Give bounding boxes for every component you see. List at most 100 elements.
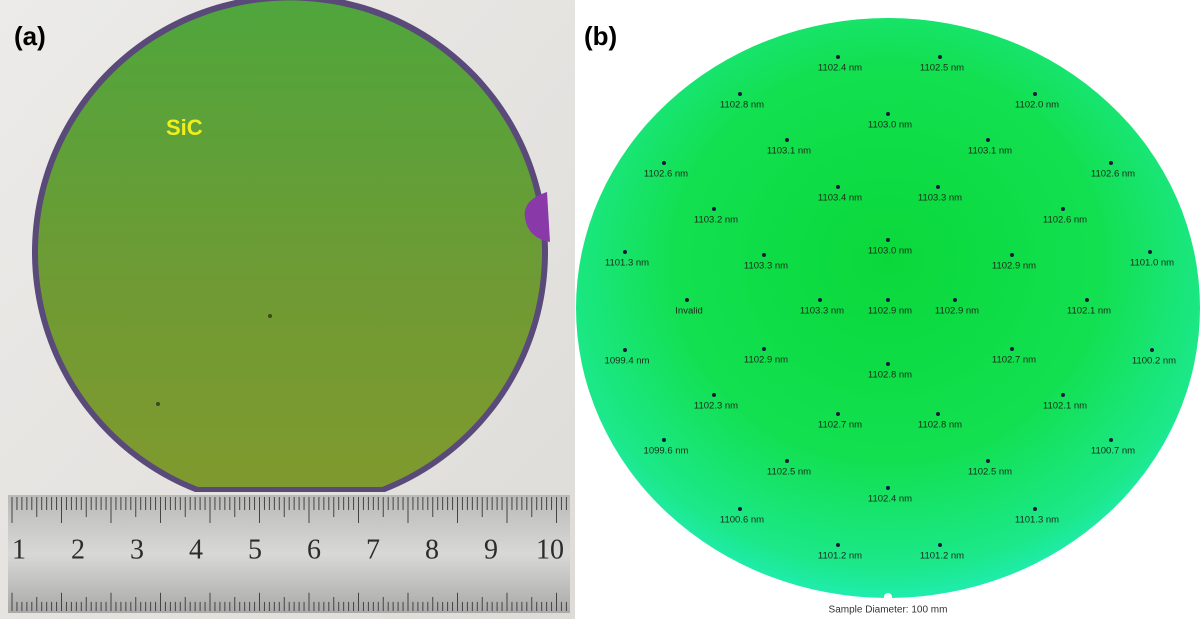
measurement-point (886, 362, 890, 366)
measurement-point (986, 459, 990, 463)
measurement-label: 1102.9 nm (935, 306, 979, 317)
measurement-point (712, 207, 716, 211)
measurement-label: 1102.5 nm (968, 467, 1012, 478)
measurement-label: 1102.8 nm (868, 370, 912, 381)
measurement-label: 1102.1 nm (1067, 306, 1111, 317)
ruler-number: 5 (248, 534, 262, 565)
measurement-label: 1102.4 nm (868, 494, 912, 505)
measurement-point (685, 298, 689, 302)
measurement-point (836, 543, 840, 547)
measurement-label: 1102.1 nm (1043, 401, 1087, 412)
measurement-point (1061, 207, 1065, 211)
measurement-point (662, 438, 666, 442)
footer: Sample Diameter: 100 mm (829, 605, 948, 616)
measurement-label: 1102.6 nm (1091, 169, 1135, 180)
measurement-point (1033, 92, 1037, 96)
measurement-label: 1103.1 nm (767, 146, 811, 157)
ruler-number: 8 (425, 534, 439, 565)
measurement-label: 1103.3 nm (744, 261, 788, 272)
measurement-label: 1102.7 nm (992, 355, 1036, 366)
measurement-label: 1100.6 nm (720, 515, 764, 526)
measurement-point (623, 348, 627, 352)
measurement-label: 1101.0 nm (1130, 258, 1174, 269)
measurement-label: 1101.3 nm (1015, 515, 1059, 526)
measurement-point (936, 412, 940, 416)
material-label: SiC (166, 115, 203, 140)
measurement-point (1148, 250, 1152, 254)
measurement-label: 1099.6 nm (644, 446, 689, 457)
measurement-label: 1102.5 nm (920, 63, 964, 74)
measurement-label: 1103.2 nm (694, 215, 738, 226)
measurement-label: 1103.3 nm (800, 306, 844, 317)
measurement-point (886, 112, 890, 116)
measurement-point (762, 253, 766, 257)
measurement-label: 1103.4 nm (818, 193, 862, 204)
measurement-point (986, 138, 990, 142)
measurement-label: 1101.2 nm (818, 551, 862, 562)
measurement-point (1033, 507, 1037, 511)
measurement-point (762, 347, 766, 351)
measurement-point (1150, 348, 1154, 352)
measurement-label: 1102.0 nm (1015, 100, 1059, 111)
measurement-point (836, 412, 840, 416)
measurement-point (1010, 253, 1014, 257)
measurement-label: 1102.9 nm (992, 261, 1036, 272)
measurement-label: 1102.9 nm (744, 355, 788, 366)
measurement-label: 1103.1 nm (968, 146, 1012, 157)
measurement-point (938, 55, 942, 59)
measurement-point (836, 55, 840, 59)
measurement-point (1061, 393, 1065, 397)
measurement-point (785, 459, 789, 463)
measurement-label: 1102.6 nm (644, 169, 688, 180)
measurement-label: 1101.2 nm (920, 551, 964, 562)
measurement-label: 1102.6 nm (1043, 215, 1087, 226)
measurement-label: 1102.9 nm (868, 306, 912, 317)
measurement-label: 1101.3 nm (605, 258, 649, 269)
measurement-label: 1102.8 nm (918, 420, 962, 431)
ruler-number: 6 (307, 534, 321, 565)
measurement-point (953, 298, 957, 302)
measurement-point (886, 486, 890, 490)
measurement-label: 1103.3 nm (918, 193, 962, 204)
measurement-label: 1103.0 nm (868, 246, 912, 257)
measurement-label: 1102.3 nm (694, 401, 738, 412)
panel-label: (b) (584, 21, 617, 51)
measurement-point (1109, 161, 1113, 165)
panel-label: (a) (14, 21, 46, 51)
measurement-label: 1102.4 nm (818, 63, 862, 74)
measurement-label: 1102.7 nm (818, 420, 862, 431)
ruler-number: 4 (189, 534, 203, 565)
measurement-point (1085, 298, 1089, 302)
measurement-point (738, 507, 742, 511)
measurement-label: 1100.2 nm (1132, 356, 1176, 367)
wafer (38, 0, 542, 487)
measurement-point (738, 92, 742, 96)
measurement-point (818, 298, 822, 302)
ruler-number: 2 (71, 534, 85, 565)
ruler-number: 7 (366, 534, 380, 565)
ruler-number: 1 (12, 534, 26, 565)
measurement-label: Invalid (675, 306, 702, 317)
measurement-point (886, 298, 890, 302)
measurement-label: 1099.4 nm (605, 356, 650, 367)
measurement-point (936, 185, 940, 189)
page: {"panels": [ {"label": "(a)", "material"… (0, 0, 1200, 619)
measurement-point (623, 250, 627, 254)
measurement-point (886, 238, 890, 242)
measurement-point (1109, 438, 1113, 442)
measurement-label: 1102.8 nm (720, 100, 764, 111)
ruler-number: 3 (130, 534, 144, 565)
measurement-point (1010, 347, 1014, 351)
ruler-number: 10 (536, 534, 564, 565)
measurement-point (662, 161, 666, 165)
figure: (a) SiC 1 2 3 4 5 6 7 8 9 10 (b) Sample Diameter:… (0, 0, 1200, 619)
speck (156, 402, 160, 406)
measurement-label: 1102.5 nm (767, 467, 811, 478)
ruler-number: 9 (484, 534, 498, 565)
speck (268, 314, 272, 318)
measurement-point (938, 543, 942, 547)
measurement-point (712, 393, 716, 397)
measurement-label: 1100.7 nm (1091, 446, 1135, 457)
measurement-point (785, 138, 789, 142)
wafer-notch (884, 593, 892, 601)
